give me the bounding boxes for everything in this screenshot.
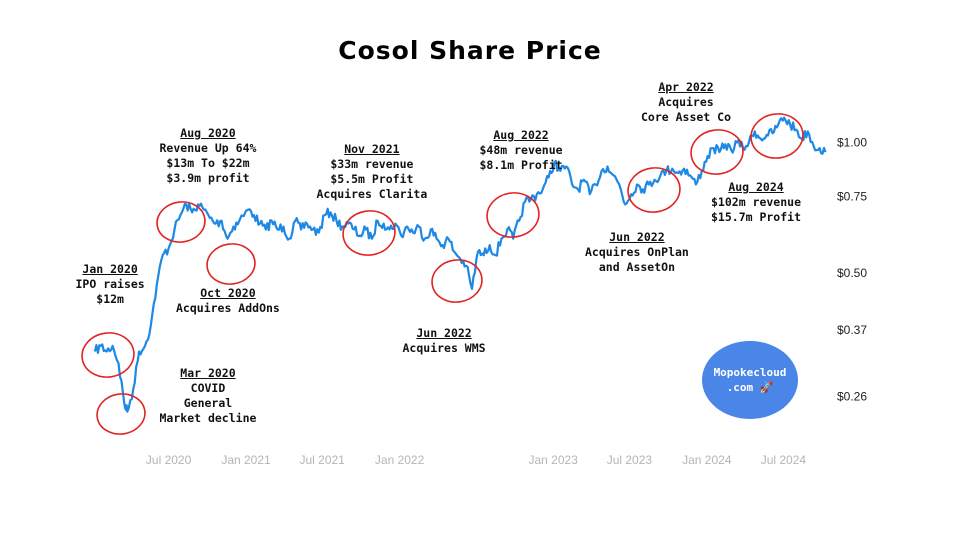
event-circle (750, 113, 804, 159)
annotation-heading: Jun 2022 (609, 230, 665, 244)
annotation-heading: Oct 2020 (200, 286, 256, 300)
annotation-line: Acquires OnPlan (585, 245, 689, 259)
annotation-line: Acquires WMS (402, 341, 486, 355)
y-tick-label: $0.50 (837, 266, 867, 280)
annotation-line: $13m To $22m (166, 156, 250, 170)
annotation-line: Revenue Up 64% (159, 141, 257, 155)
annotation-line: $102m revenue (711, 195, 802, 209)
annotation-7: Jun 2022 Acquires OnPlan and AssetOn (585, 230, 689, 275)
y-tick-label: $0.26 (837, 389, 867, 403)
annotation-line: $12m (96, 292, 124, 306)
annotation-line: General (183, 396, 233, 410)
annotation-heading: Mar 2020 (180, 366, 236, 380)
event-circle (690, 129, 744, 175)
event-circle (342, 210, 396, 256)
annotation-line: $15.7m Profit (711, 210, 802, 224)
mopokecloud-badge: Mopokecloud .com 🚀 (702, 341, 798, 419)
x-tick-label: Jan 2022 (375, 453, 425, 467)
annotation-line: IPO raises (75, 277, 145, 291)
annotation-1: Mar 2020 COVID General Market decline (160, 366, 257, 426)
y-tick-label: $0.37 (837, 323, 867, 337)
annotation-5: Jun 2022 Acquires WMS (403, 326, 486, 356)
event-circle (156, 201, 206, 243)
annotation-heading: Jan 2020 (82, 262, 138, 276)
event-circle (486, 192, 540, 238)
annotation-4: Nov 2021 $33m revenue $5.5m Profit Acquires… (317, 142, 428, 202)
annotation-heading: Nov 2021 (344, 142, 400, 156)
annotation-line: and AssetOn (598, 260, 676, 274)
annotation-line: Acquires Clarita (316, 187, 428, 201)
price-line (93, 116, 827, 413)
annotation-9: Aug 2024 $102m revenue $15.7m Profit (711, 180, 801, 225)
x-tick-label: Jul 2024 (761, 453, 807, 467)
annotation-heading: Aug 2024 (728, 180, 784, 194)
annotation-line: Market decline (159, 411, 257, 425)
badge-text-line2: .com 🚀 (726, 381, 774, 394)
annotation-heading: Jun 2022 (416, 326, 472, 340)
event-circle (96, 393, 146, 435)
badge-text-line1: Mopokecloud (713, 366, 787, 379)
annotation-line: COVID (190, 381, 226, 395)
annotation-0: Jan 2020 IPO raises $12m (76, 262, 145, 307)
annotation-2: Aug 2020 Revenue Up 64% $13m To $22m $3.9m … (160, 126, 257, 186)
annotation-heading: Aug 2022 (493, 128, 549, 142)
annotation-6: Aug 2022 $48m revenue $8.1m Profit (480, 128, 563, 173)
annotation-line: $33m revenue (330, 157, 414, 171)
annotation-line: $48m revenue (479, 143, 563, 157)
annotation-line: Core Asset Co (641, 110, 732, 124)
y-tick-label: $0.75 (837, 190, 867, 204)
chart-title: Cosol Share Price (338, 36, 602, 65)
annotation-line: $8.1m Profit (479, 158, 563, 172)
x-tick-label: Jul 2021 (299, 453, 345, 467)
annotation-heading: Apr 2022 (658, 80, 714, 94)
x-tick-label: Jan 2021 (221, 453, 271, 467)
y-tick-label: $1.00 (837, 135, 867, 149)
annotation-line: $5.5m Profit (330, 172, 414, 186)
annotation-line: $3.9m profit (166, 171, 250, 185)
annotation-8: Apr 2022 Acquires Core Asset Co (641, 80, 731, 125)
x-tick-label: Jul 2020 (146, 453, 192, 467)
annotation-line: Acquires AddOns (176, 301, 280, 315)
annotation-3: Oct 2020 Acquires AddOns (176, 286, 280, 316)
annotation-line: Acquires (658, 95, 714, 109)
x-tick-label: Jan 2023 (529, 453, 579, 467)
event-circle (206, 243, 256, 285)
annotation-heading: Aug 2020 (180, 126, 236, 140)
event-circle (627, 167, 681, 213)
x-tick-label: Jul 2023 (607, 453, 653, 467)
event-circle (81, 332, 135, 378)
event-circle (431, 259, 483, 303)
x-tick-label: Jan 2024 (682, 453, 732, 467)
